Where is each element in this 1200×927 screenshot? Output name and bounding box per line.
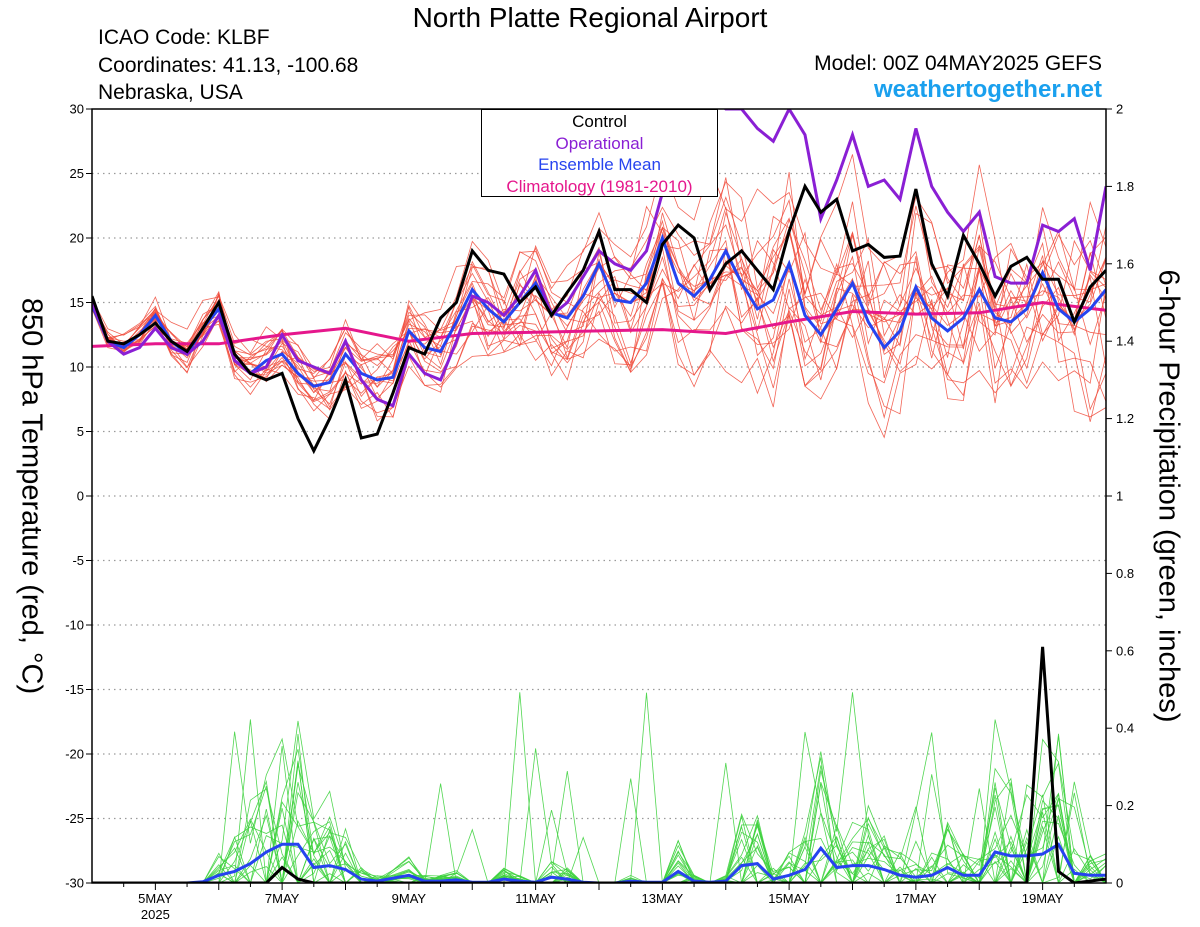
y-right-tick-label: 1.4 (1116, 334, 1134, 349)
y-left-tick-label: -30 (65, 876, 84, 891)
y-left-tick-label: -20 (65, 747, 84, 762)
y-right-tick-label: 0.2 (1116, 798, 1134, 813)
ensemble-member-precipitation (92, 692, 1106, 883)
ensemble-member-precipitation (92, 761, 1106, 883)
ensemble-member-temperature (92, 206, 1106, 439)
model-run: Model: 00Z 04MAY2025 GEFS (814, 52, 1102, 75)
ensemble-member-precipitation (92, 731, 1106, 883)
y-left-tick-label: 10 (70, 360, 84, 375)
ensemble-member-temperature (92, 205, 1106, 419)
chart-title: North Platte Regional Airport (412, 2, 768, 33)
y-right-tick-label: 1.8 (1116, 179, 1134, 194)
x-tick-label: 17MAY (895, 891, 937, 906)
ensemble-member-precipitation (92, 738, 1106, 883)
station-icao: ICAO Code: KLBF (98, 26, 270, 49)
ensemble-member-temperature (92, 154, 1106, 394)
ensemble-member-precipitation (92, 765, 1106, 883)
y-left-tick-label: 30 (70, 102, 84, 117)
y-left-tick-label: 15 (70, 295, 84, 310)
station-region: Nebraska, USA (98, 81, 243, 104)
y-right-tick-label: 1 (1116, 489, 1123, 504)
y-left-tick-label: 0 (77, 489, 84, 504)
y-right-tick-label: 1.2 (1116, 411, 1134, 426)
y-left-tick-label: 25 (70, 166, 84, 181)
ensemble-member-precipitation (92, 748, 1106, 883)
x-tick-label: 15MAY (768, 891, 810, 906)
ensemble-member-temperature (92, 205, 1106, 392)
y-left-tick-label: 5 (77, 424, 84, 439)
ensemble-member-precipitation (92, 824, 1106, 883)
ensemble-member-precipitation (92, 751, 1106, 883)
x-tick-label: 9MAY (392, 891, 427, 906)
legend-entry-ensemble-mean: Ensemble Mean (538, 155, 661, 174)
plot-area (92, 109, 1106, 883)
ensemble-member-precipitation (92, 692, 1106, 883)
y-right-tick-label: 0.8 (1116, 566, 1134, 581)
y-left-tick-label: 20 (70, 231, 84, 246)
operational-temperature-line (92, 109, 1106, 408)
y-left-tick-label: -5 (72, 553, 84, 568)
control-temperature-line (92, 182, 1106, 455)
legend-entry-operational: Operational (555, 133, 644, 153)
ensemble-member-temperature (92, 211, 1106, 402)
y-right-tick-label: 1.6 (1116, 256, 1134, 271)
x-tick-label: 19MAY (1022, 891, 1064, 906)
y-left-tick-label: -10 (65, 618, 84, 633)
ensemble-mean-temperature-line (92, 233, 1106, 388)
x-tick-label: 5MAY (138, 891, 173, 906)
ensemble-member-precipitation (92, 692, 1106, 883)
website-link[interactable]: weathertogether.net (873, 76, 1102, 103)
x-tick-label: 7MAY (265, 891, 300, 906)
legend-entry-climatology: Climatology (1981-2010) (506, 176, 693, 196)
y-right-tick-label: 0.4 (1116, 721, 1134, 736)
control-precipitation-line (92, 646, 1106, 883)
y-right-tick-label: 0 (1116, 876, 1123, 891)
ensemble-member-temperature (92, 226, 1106, 378)
ensemble-member-precipitation (92, 719, 1106, 883)
climatology-temperature-line (92, 300, 1106, 348)
legend-entry-control: Control (572, 112, 627, 131)
ensemble-member-precipitation (92, 782, 1106, 883)
x-tick-sublabel: 2025 (141, 907, 170, 922)
ensemble-member-precipitation (92, 732, 1106, 883)
station-coordinates: Coordinates: 41.13, -100.68 (98, 54, 359, 77)
y-left-tick-label: -15 (65, 682, 84, 697)
x-tick-label: 13MAY (642, 891, 684, 906)
y-right-tick-label: 0.6 (1116, 643, 1134, 658)
legend: Control Operational Ensemble Mean Climat… (481, 109, 718, 197)
ensemble-member-temperature (92, 225, 1106, 422)
ensemble-member-precipitation (92, 788, 1106, 883)
y-right-tick-label: 2 (1116, 102, 1123, 117)
ensemble-member-precipitation (92, 785, 1106, 883)
ensemble-member-precipitation (92, 720, 1106, 883)
x-tick-label: 11MAY (515, 891, 556, 906)
y-left-tick-label: -25 (65, 811, 84, 826)
